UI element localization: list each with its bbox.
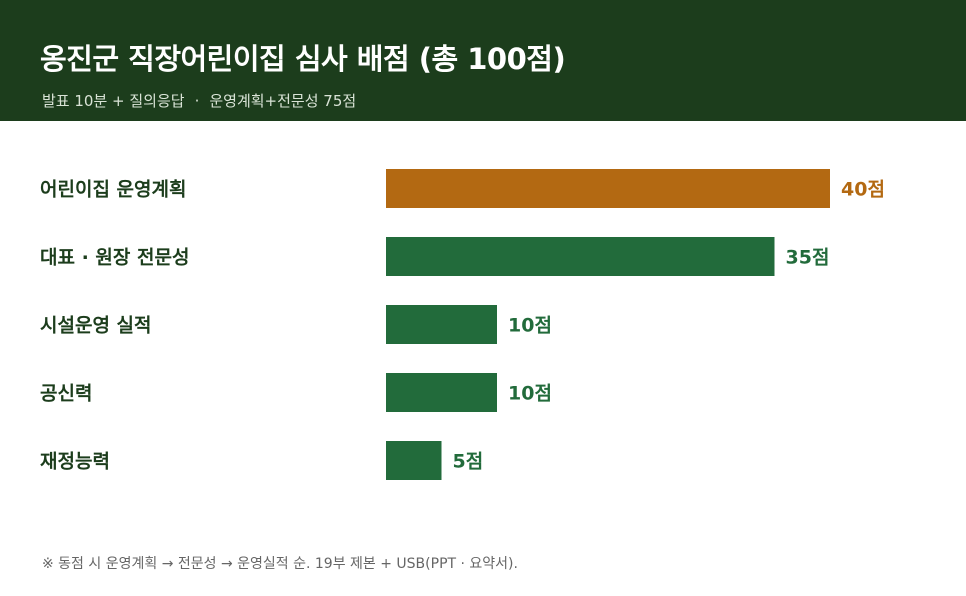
category-label: 공신력 [40, 383, 92, 405]
value-label: 10점 [508, 383, 552, 405]
header-banner: 옹진군 직장어린이집 심사 배점 (총 100점) 발표 10분 + 질의응답 ·… [0, 0, 966, 121]
bar [386, 373, 497, 412]
value-label: 35점 [786, 247, 830, 269]
category-label: 재정능력 [40, 451, 110, 473]
page-title: 옹진군 직장어린이집 심사 배점 (총 100점) [40, 42, 566, 76]
bar [386, 237, 775, 276]
bar [386, 169, 830, 208]
category-label: 어린이집 운영계획 [40, 179, 186, 201]
category-label: 대표 · 원장 전문성 [40, 247, 189, 269]
category-label: 시설운영 실적 [40, 315, 152, 337]
bar [386, 305, 497, 344]
value-label: 5점 [453, 451, 484, 473]
value-label: 40점 [841, 179, 885, 201]
bar [386, 441, 442, 480]
footnote: ※ 동점 시 운영계획 → 전문성 → 운영실적 순. 19부 제본 + USB… [42, 556, 518, 572]
page-subtitle: 발표 10분 + 질의응답 · 운영계획+전문성 75점 [42, 90, 356, 111]
subtitle-presentation: 발표 10분 + 질의응답 [42, 92, 185, 110]
subtitle-points: 운영계획+전문성 75점 [209, 92, 357, 110]
subtitle-separator: · [194, 92, 200, 110]
value-label: 10점 [508, 315, 552, 337]
